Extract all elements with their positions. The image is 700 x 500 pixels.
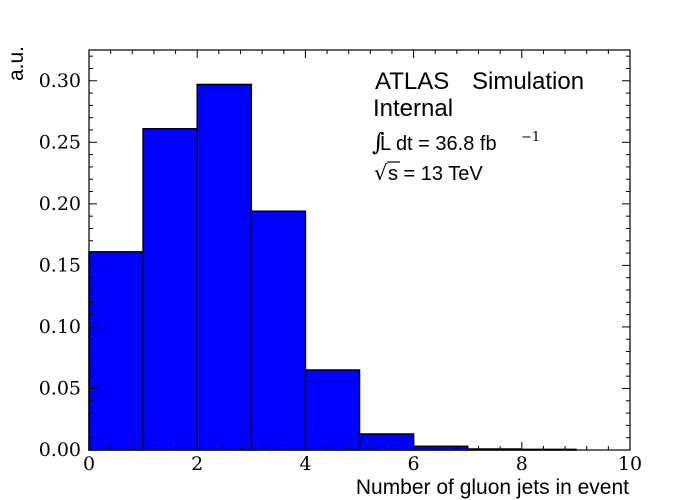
histogram-bar [304,369,361,451]
y-axis-label: a.u. [5,46,28,81]
x-tick-labels: 0 2 4 6 8 10 [83,453,642,475]
luminosity-exponent: −1 [521,130,540,145]
histogram-bars [88,83,577,451]
axis-ticks [88,50,631,451]
y-tick-label: 0.25 [39,132,81,154]
histogram-bar [196,83,253,451]
sqrt-symbol: √ [374,161,388,185]
y-tick-labels: 0.00 0.05 0.10 0.15 0.20 0.25 0.30 [39,70,81,461]
x-tick-label: 6 [408,453,420,475]
y-tick-label: 0.00 [39,439,81,461]
histogram-bar [88,251,144,451]
x-tick-label: 2 [191,453,203,475]
energy-label: √ s = 13 TeV [374,161,483,185]
energy-text: = 13 TeV [398,163,483,185]
plot-frame [88,49,631,451]
x-tick-label: 8 [516,453,528,475]
x-tick-label: 0 [83,453,95,475]
y-tick-label: 0.30 [39,70,81,92]
atlas-label: ATLAS [375,68,449,95]
y-tick-label: 0.15 [39,255,81,277]
luminosity-label: ∫ L dt = 36.8 fb −1 [372,128,540,156]
y-tick-label: 0.10 [39,316,81,338]
x-axis-label: Number of gluon jets in event [356,476,629,499]
simulation-label: Simulation [472,68,584,95]
x-tick-label: 10 [618,453,642,475]
histogram-bar [358,433,415,451]
energy-s: s [388,163,398,185]
luminosity-text: L dt = 36.8 fb [380,133,497,155]
integral-symbol: ∫ [372,128,385,156]
histogram-bar [142,128,198,451]
internal-label: Internal [373,95,453,122]
histogram-bar [250,210,307,451]
y-tick-label: 0.05 [39,378,81,400]
y-tick-label: 0.20 [39,193,81,215]
x-tick-label: 4 [299,453,311,475]
